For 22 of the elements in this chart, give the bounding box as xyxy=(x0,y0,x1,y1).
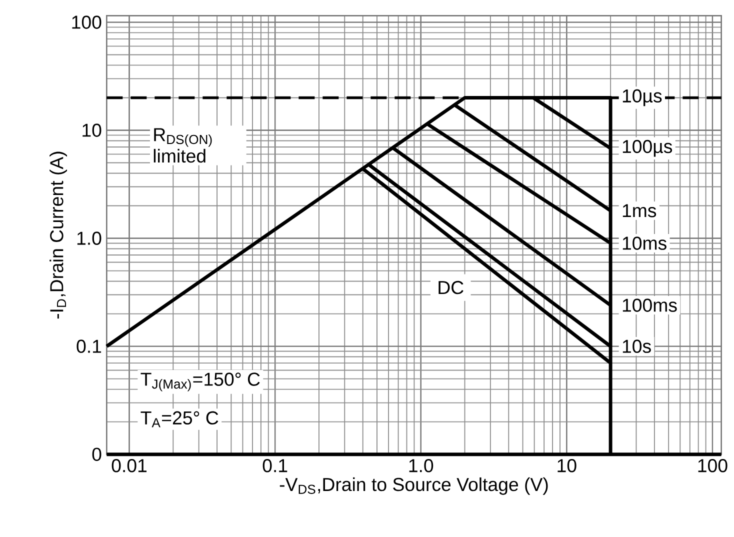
y-tick-label: 1.0 xyxy=(77,232,102,245)
y-tick-label: 100 xyxy=(72,16,102,29)
x-tick-label: 0.1 xyxy=(262,459,288,472)
y-axis-title: -I$_{D}$,Drain Current (A) xyxy=(50,152,67,319)
x-tick-label: 1.0 xyxy=(409,459,434,472)
y-tick-label: 0.1 xyxy=(76,340,102,353)
series-label: 10s xyxy=(622,340,651,353)
x-tick-label: 100 xyxy=(698,459,728,472)
y-tick-label: 10 xyxy=(82,124,102,137)
annotation: DC xyxy=(438,280,464,294)
x-tick-label: 10 xyxy=(558,459,576,472)
series-label: 10µs xyxy=(622,89,662,106)
annotation: R$_{DS(ON)}$ limited xyxy=(154,128,212,163)
series-label: 1ms xyxy=(622,204,656,218)
y-tick-label: 0 xyxy=(92,448,102,461)
series-label: 100ms xyxy=(622,298,677,312)
annotation: T$_{J(Max)}$=150° C xyxy=(140,372,260,392)
annotation: T$_{A}$=25° C xyxy=(140,411,218,428)
x-tick-label: 0.01 xyxy=(112,459,147,472)
series-label: 10ms xyxy=(622,236,666,250)
series-label: 100µs xyxy=(622,140,672,157)
x-axis-title: -V$_{DS}$,Drain to Source Voltage (V) xyxy=(280,477,548,495)
